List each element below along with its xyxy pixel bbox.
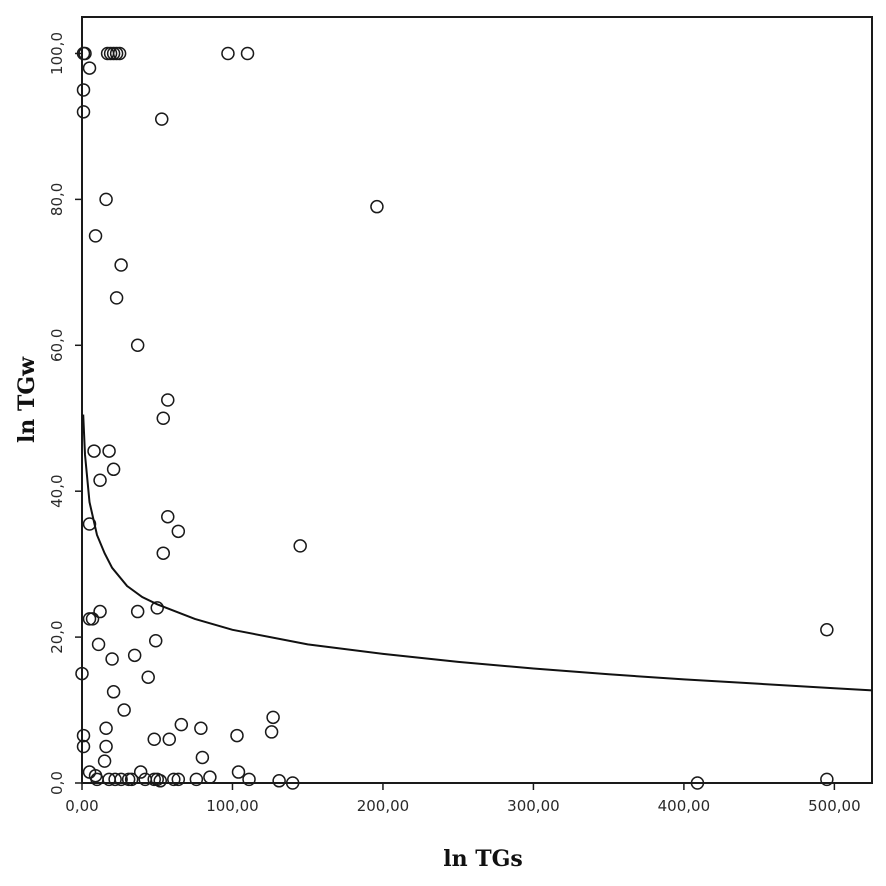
data-point: [221, 46, 235, 61]
data-point: [105, 652, 119, 666]
data-point: [266, 710, 280, 725]
data-point: [133, 765, 148, 779]
data-point: [85, 612, 100, 626]
data-point: [91, 637, 106, 652]
data-point: [161, 509, 175, 524]
data-point: [242, 772, 256, 787]
y-axis: 0,0 20,0 40,0 60,0 80,0 100,0: [48, 32, 82, 795]
data-point: [112, 46, 127, 61]
y-tick-label: 0,0: [48, 771, 66, 795]
data-point: [690, 776, 705, 790]
data-point: [162, 732, 177, 746]
data-point: [171, 524, 186, 539]
y-tick-label: 80,0: [48, 183, 66, 216]
x-tick-label: 100,00: [206, 797, 259, 815]
y-axis-title: ln TGw: [14, 356, 40, 443]
y-tick-label: 100,0: [48, 32, 66, 75]
data-point: [106, 462, 121, 477]
x-tick-label: 0,00: [65, 797, 98, 815]
data-point: [76, 728, 91, 743]
y-tick-label: 40,0: [48, 474, 66, 507]
data-point: [147, 732, 161, 746]
x-tick-label: 300,00: [507, 797, 560, 815]
data-point: [820, 623, 834, 637]
data-point: [293, 539, 307, 553]
data-points: [75, 46, 834, 790]
data-point: [124, 772, 139, 787]
data-point: [230, 728, 244, 743]
data-point: [76, 83, 91, 97]
y-tick-label: 20,0: [48, 620, 66, 653]
x-axis-title: ln TGs: [443, 846, 523, 872]
data-point: [82, 612, 97, 626]
data-point: [127, 648, 142, 663]
data-point: [97, 754, 112, 768]
data-point: [76, 105, 91, 119]
data-point: [141, 670, 155, 684]
plot-frame: [81, 16, 873, 784]
data-point: [76, 739, 91, 754]
data-point: [99, 739, 113, 754]
data-point: [88, 229, 103, 243]
data-point: [167, 772, 181, 787]
data-point: [150, 601, 164, 615]
data-point: [114, 772, 128, 787]
data-point: [285, 776, 300, 790]
data-point: [93, 604, 107, 619]
data-point: [153, 774, 167, 788]
data-point: [174, 717, 189, 732]
data-point: [75, 666, 89, 681]
x-tick-label: 400,00: [658, 797, 711, 815]
data-point: [108, 772, 122, 787]
data-point: [93, 473, 107, 487]
data-point: [106, 685, 121, 699]
data-point: [130, 604, 145, 619]
data-point: [117, 703, 131, 717]
data-point: [272, 774, 286, 788]
x-tick-label: 500,00: [808, 797, 861, 815]
fit-curve: [82, 414, 873, 692]
x-tick-label: 200,00: [357, 797, 410, 815]
data-point: [156, 411, 171, 425]
data-point: [99, 192, 113, 207]
data-point: [194, 721, 208, 736]
data-point: [130, 338, 145, 353]
data-point: [156, 546, 171, 560]
data-point: [231, 765, 246, 779]
data-point: [171, 772, 186, 787]
data-point: [370, 199, 384, 214]
data-point: [114, 258, 128, 272]
data-point: [195, 750, 210, 765]
data-point: [240, 46, 255, 61]
data-point: [78, 46, 92, 61]
y-tick-label: 60,0: [48, 329, 66, 362]
data-point: [87, 444, 101, 458]
data-point: [820, 772, 834, 787]
data-point: [148, 633, 163, 648]
x-axis: 0,00 100,00 200,00 300,00 400,00 500,00: [65, 783, 861, 815]
data-point: [189, 772, 204, 787]
data-point: [264, 725, 279, 739]
data-point: [203, 770, 217, 784]
data-point: [102, 444, 116, 458]
data-point: [161, 393, 175, 407]
data-point: [99, 721, 113, 736]
data-point: [109, 291, 124, 305]
data-point: [82, 517, 97, 531]
data-point: [155, 112, 169, 126]
data-point: [82, 61, 97, 75]
